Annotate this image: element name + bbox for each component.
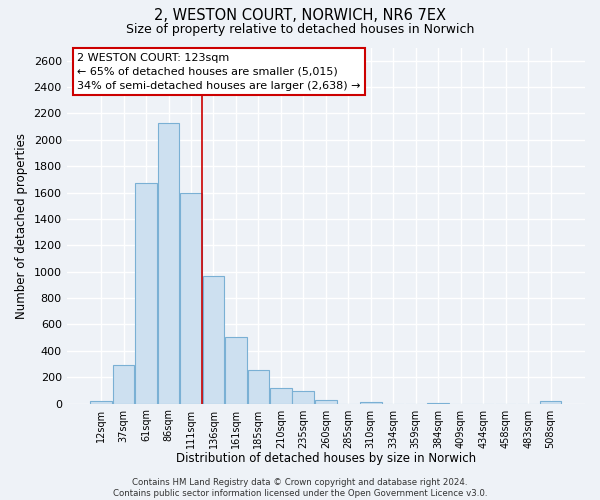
Bar (539, 401, 562, 404)
Text: 2, WESTON COURT, NORWICH, NR6 7EX: 2, WESTON COURT, NORWICH, NR6 7EX (154, 8, 446, 22)
Bar (203, 276, 224, 404)
X-axis label: Distribution of detached houses by size in Norwich: Distribution of detached houses by size … (176, 452, 476, 465)
Bar (315, 400, 337, 404)
Bar (90, 401, 112, 404)
Bar (113, 364, 134, 404)
Bar (292, 391, 314, 404)
Y-axis label: Number of detached properties: Number of detached properties (15, 132, 28, 318)
Bar (360, 402, 382, 404)
Bar (135, 184, 157, 404)
Text: Contains HM Land Registry data © Crown copyright and database right 2024.
Contai: Contains HM Land Registry data © Crown c… (113, 478, 487, 498)
Text: 2 WESTON COURT: 123sqm
← 65% of detached houses are smaller (5,015)
34% of semi-: 2 WESTON COURT: 123sqm ← 65% of detached… (77, 53, 361, 91)
Bar (158, 122, 179, 404)
Bar (270, 388, 292, 404)
Bar (427, 403, 449, 404)
Bar (248, 370, 269, 404)
Text: Size of property relative to detached houses in Norwich: Size of property relative to detached ho… (126, 22, 474, 36)
Bar (225, 337, 247, 404)
Bar (180, 192, 202, 404)
